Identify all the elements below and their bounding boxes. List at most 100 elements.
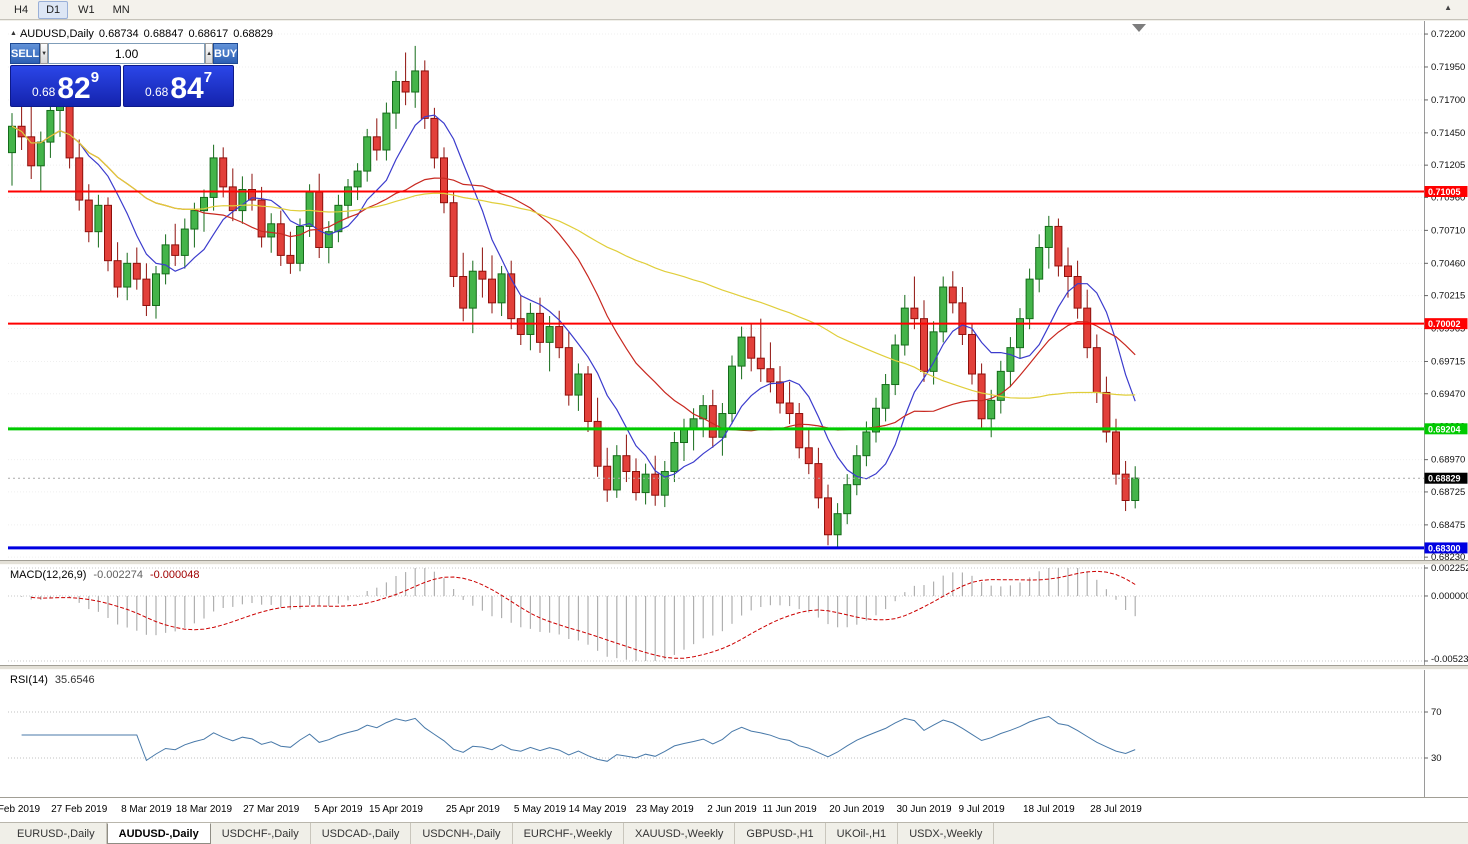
candle-body bbox=[123, 262, 132, 288]
candle-body bbox=[641, 473, 650, 494]
candle-body bbox=[1121, 473, 1130, 501]
candle-body bbox=[1016, 318, 1024, 349]
time-axis-label[interactable]: 2 Jun 2019 bbox=[707, 804, 757, 815]
chart-window[interactable]: 0.72200 0.71950 0.71700 0.71450 0.71205 0.709… bbox=[0, 21, 1468, 822]
macd-signal-value: -0.000048 bbox=[149, 569, 200, 581]
panel-splitter[interactable] bbox=[0, 665, 1468, 670]
time-axis-label[interactable]: 23 May 2019 bbox=[636, 804, 694, 815]
sell-button[interactable]: SELL bbox=[10, 43, 41, 64]
candle-body bbox=[305, 191, 314, 227]
sell-price-big-digits: 82 bbox=[57, 71, 91, 105]
sell-price-button[interactable]: 0.68 82 9 bbox=[10, 65, 121, 107]
buy-price-button[interactable]: 0.68 84 7 bbox=[123, 65, 234, 107]
price-axis-label: 0.70215 bbox=[1431, 291, 1465, 302]
price-axis-label: 0.68475 bbox=[1431, 520, 1465, 531]
current-price-tag bbox=[1424, 472, 1468, 484]
candle-body bbox=[324, 231, 333, 249]
candle-body bbox=[142, 278, 151, 306]
rsi-line bbox=[21, 715, 1136, 762]
buy-button[interactable]: BUY bbox=[213, 43, 239, 64]
candle-body bbox=[440, 157, 448, 204]
panel-splitter[interactable] bbox=[0, 560, 1468, 565]
timeframe-h4[interactable]: H4 bbox=[14, 3, 29, 16]
time-axis-label[interactable]: 8 Mar 2019 bbox=[121, 804, 172, 815]
ma-medium-line bbox=[11, 125, 1136, 432]
time-axis-label[interactable]: 11 Jun 2019 bbox=[762, 804, 817, 815]
candle-body bbox=[257, 199, 266, 238]
tab-eurchf-weekly[interactable]: EURCHF-,Weekly bbox=[513, 823, 624, 844]
time-axis-label[interactable]: 20 Jun 2019 bbox=[829, 804, 884, 815]
candle-body bbox=[363, 136, 372, 172]
candle-body bbox=[622, 455, 631, 473]
macd-axis-label: 0.002252 bbox=[1431, 563, 1468, 574]
candle-body bbox=[632, 471, 640, 494]
chart-tabs-bar: EURUSD-,Daily AUDUSD-,Daily USDCHF-,Daily U… bbox=[0, 822, 1468, 844]
tab-audusd-daily[interactable]: AUDUSD-,Daily bbox=[106, 823, 211, 844]
volume-input[interactable] bbox=[48, 43, 206, 64]
candle-body bbox=[104, 204, 112, 262]
candle-body bbox=[334, 204, 343, 233]
tab-eurusd-daily[interactable]: EURUSD-,Daily bbox=[6, 823, 107, 844]
candle-body bbox=[1102, 391, 1111, 433]
volume-decrease-button[interactable]: ▼ bbox=[40, 43, 49, 64]
time-axis-label[interactable]: 14 May 2019 bbox=[569, 804, 627, 815]
chart-canvas[interactable]: 0.72200 0.71950 0.71700 0.71450 0.71205 0.709… bbox=[0, 21, 1468, 822]
candle-body bbox=[516, 318, 525, 335]
volume-increase-button[interactable]: ▲ bbox=[205, 43, 214, 64]
timeframe-w1[interactable]: W1 bbox=[78, 3, 95, 16]
buy-price-prefix: 0.68 bbox=[144, 85, 169, 99]
tab-gbpusd-h1[interactable]: GBPUSD-,H1 bbox=[735, 823, 826, 844]
price-axis-label: 0.69715 bbox=[1431, 356, 1465, 367]
price-axis-label: 0.69470 bbox=[1431, 389, 1465, 400]
chart-marker-icon: ▲ bbox=[10, 30, 17, 37]
price-tag-0.71005 bbox=[1424, 186, 1468, 198]
macd-signal-line bbox=[31, 570, 1136, 659]
time-axis-label[interactable]: 18 Feb 2019 bbox=[0, 804, 41, 815]
time-axis-label[interactable]: 18 Mar 2019 bbox=[176, 804, 233, 815]
tab-usdcad-daily[interactable]: USDCAD-,Daily bbox=[311, 823, 412, 844]
macd-axis-label: 0.000000 bbox=[1431, 591, 1468, 602]
candle-body bbox=[814, 463, 823, 499]
candle-body bbox=[929, 331, 938, 372]
candle-body bbox=[891, 344, 900, 386]
time-axis-label[interactable]: 27 Feb 2019 bbox=[51, 804, 108, 815]
candle-body bbox=[411, 70, 420, 93]
time-axis-label[interactable]: 27 Mar 2019 bbox=[243, 804, 300, 815]
tab-usdchf-daily[interactable]: USDCHF-,Daily bbox=[211, 823, 311, 844]
time-axis-label[interactable]: 25 Apr 2019 bbox=[446, 804, 500, 815]
candle-body bbox=[881, 384, 890, 409]
time-axis-label[interactable]: 15 Apr 2019 bbox=[369, 804, 423, 815]
chart-title: ▲ AUDUSD,Daily 0.68734 0.68847 0.68617 0.6882… bbox=[10, 28, 273, 40]
chart-shift-icon[interactable] bbox=[1132, 24, 1146, 32]
tab-usdx-weekly[interactable]: USDX-,Weekly bbox=[898, 823, 995, 844]
timeframe-toolbar: H4 D1 W1 MN ▲ bbox=[0, 0, 1468, 20]
time-axis-label[interactable]: 5 Apr 2019 bbox=[314, 804, 363, 815]
time-axis-label[interactable]: 28 Jul 2019 bbox=[1090, 804, 1142, 815]
time-axis-label[interactable]: 30 Jun 2019 bbox=[896, 804, 951, 815]
candle-body bbox=[843, 484, 852, 515]
candle-body bbox=[612, 455, 621, 491]
toolbar-overflow-icon[interactable]: ▲ bbox=[1444, 3, 1452, 12]
candle-body bbox=[862, 431, 871, 457]
candle-body bbox=[468, 270, 477, 309]
tab-ukoil-h1[interactable]: UKOil-,H1 bbox=[826, 823, 899, 844]
candle-body bbox=[900, 307, 909, 346]
one-click-trading-panel: SELL ▼ ▲ BUY 0.68829 0.68847 bbox=[10, 43, 239, 107]
timeframe-d1[interactable]: D1 bbox=[38, 0, 69, 19]
time-axis-label[interactable]: 9 Jul 2019 bbox=[959, 804, 1006, 815]
time-axis-label[interactable]: 18 Jul 2019 bbox=[1023, 804, 1075, 815]
tab-usdcnh-daily[interactable]: USDCNH-,Daily bbox=[411, 823, 513, 844]
tab-xauusd-weekly[interactable]: XAUUSD-,Weekly bbox=[624, 823, 736, 844]
rsi-axis-label: 30 bbox=[1431, 753, 1442, 764]
candle-body bbox=[190, 210, 199, 230]
candle-body bbox=[1035, 247, 1044, 280]
candle-body bbox=[555, 326, 564, 349]
candle-body bbox=[766, 368, 775, 383]
time-axis-label[interactable]: 5 May 2019 bbox=[514, 804, 567, 815]
price-axis-label: 0.68725 bbox=[1431, 487, 1465, 498]
candle-body bbox=[382, 112, 391, 151]
candle-body bbox=[267, 223, 276, 238]
timeframe-mn[interactable]: MN bbox=[112, 3, 130, 16]
candle-body bbox=[171, 244, 180, 256]
ohlc-high: 0.68847 bbox=[143, 28, 184, 40]
